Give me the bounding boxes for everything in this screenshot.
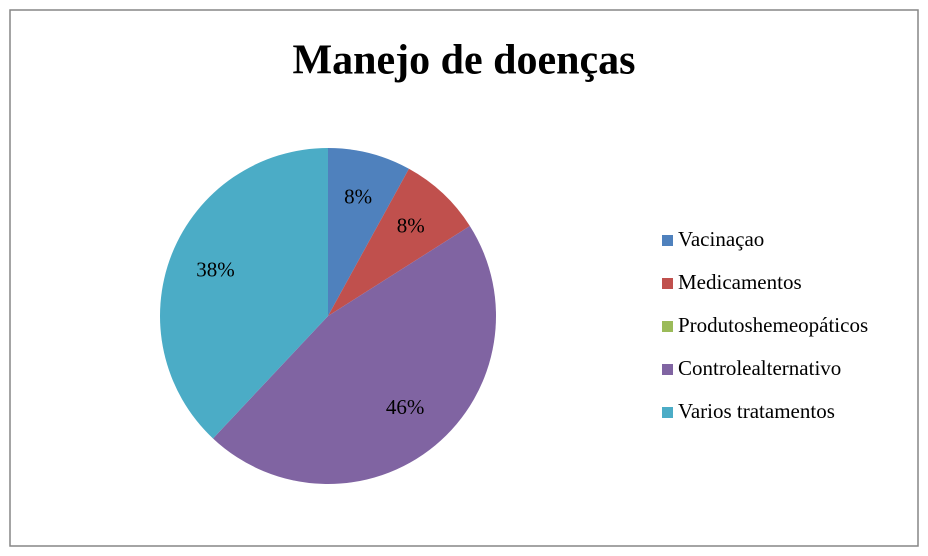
legend-label: Controlealternativo <box>678 356 841 380</box>
data-label: 46% <box>386 395 425 419</box>
legend-label: Medicamentos <box>678 270 802 294</box>
legend-swatch <box>662 407 673 418</box>
pie-slice <box>328 168 470 316</box>
pie-slice <box>212 225 496 484</box>
pie-slice <box>160 148 328 439</box>
legend-label: Vacinaçao <box>678 227 764 251</box>
legend-swatch <box>662 235 673 246</box>
data-label: 38% <box>196 257 235 281</box>
legend-label: Varios tratamentos <box>678 399 835 423</box>
legend-swatch <box>662 364 673 375</box>
pie-slice <box>328 148 409 316</box>
legend-swatch <box>662 278 673 289</box>
legend-label: Produtoshemeopáticos <box>678 313 868 337</box>
legend-swatch <box>662 321 673 332</box>
data-label: 8% <box>344 185 372 209</box>
chart-title: Manejo de doenças <box>293 38 636 84</box>
data-label: 8% <box>397 214 425 238</box>
